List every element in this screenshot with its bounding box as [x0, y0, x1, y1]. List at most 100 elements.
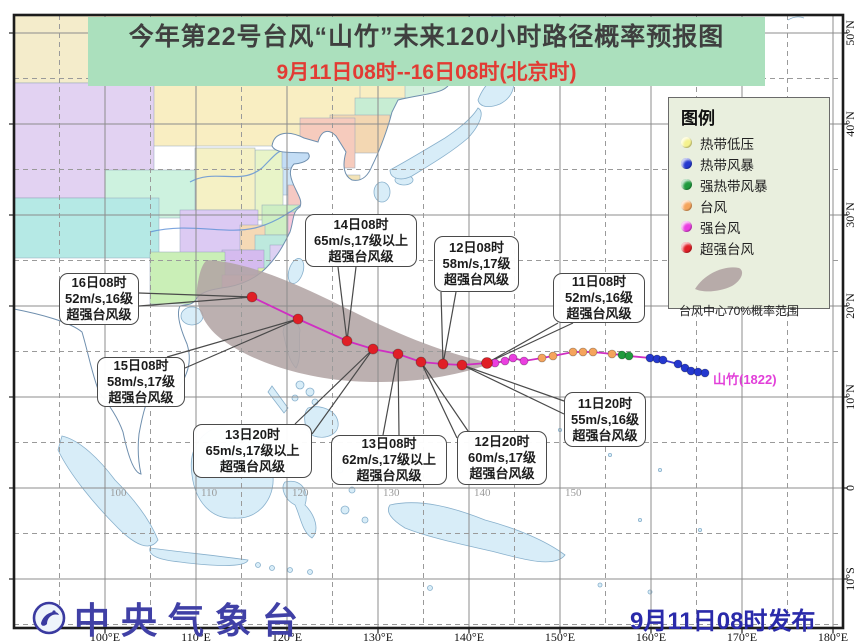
- svg-text:20°N: 20°N: [843, 293, 857, 319]
- axis-labels: 100°E 110°E 120°E 130°E 140°E 150°E 160°E 170°E…: [9, 20, 857, 644]
- legend-items: 热带低压热带风暴强热带风暴台风强台风超强台风: [679, 132, 821, 258]
- cone-caption: 台风中心70%概率范围: [679, 304, 800, 318]
- legend-category-label: 强热带风暴: [700, 178, 768, 194]
- past-track-point: [508, 353, 518, 363]
- forecast-track-point: [437, 358, 449, 370]
- forecast-track-point: [415, 356, 427, 368]
- callout-level: 超强台风级: [108, 390, 174, 405]
- cma-logo-icon: [32, 601, 66, 635]
- svg-text:140°E: 140°E: [454, 630, 484, 644]
- svg-text:150: 150: [565, 487, 582, 499]
- forecast-track-point: [292, 313, 304, 325]
- legend-category-dot-icon: [681, 221, 692, 232]
- callout-time: 12日20时: [474, 434, 530, 449]
- forecast-track-point: [246, 291, 258, 303]
- forecast-callout: 15日08时 58m/s,17级 超强台风级: [97, 357, 185, 407]
- callout-wind: 62m/s,17级以上: [342, 452, 436, 467]
- forecast-track-point: [367, 343, 379, 355]
- callout-level: 超强台风级: [443, 272, 509, 287]
- callout-time: 12日08时: [449, 240, 504, 255]
- callout-time: 13日20时: [225, 427, 280, 442]
- map-frame: [12, 13, 845, 630]
- legend-category-label: 热带低压: [700, 136, 754, 152]
- past-track-point: [658, 355, 668, 365]
- legend-item: 热带风暴: [679, 153, 821, 174]
- past-track-point: [519, 356, 529, 366]
- forecast-callout: 12日20时 60m/s,17级 超强台风级: [457, 431, 547, 485]
- issue-time: 9月11日08时发布: [630, 608, 816, 635]
- map-title: 今年第22号台风“山竹”未来120小时路径概率预报图: [128, 23, 725, 51]
- svg-text:110°E: 110°E: [181, 630, 211, 644]
- svg-text:140: 140: [474, 487, 491, 499]
- callout-time: 16日08时: [71, 275, 127, 290]
- callout-level: 超强台风级: [328, 248, 394, 264]
- callout-level: 超强台风级: [469, 466, 535, 481]
- callout-wind: 58m/s,17级: [107, 374, 175, 389]
- svg-text:100°E: 100°E: [90, 630, 120, 644]
- callout-wind: 58m/s,17级: [442, 256, 511, 271]
- past-track-point: [700, 368, 710, 378]
- past-track-point: [673, 359, 683, 369]
- forecast-callout: 13日08时 62m/s,17级以上 超强台风级: [331, 435, 447, 485]
- past-track-point: [500, 356, 510, 366]
- forecast-track-point: [481, 357, 493, 369]
- svg-text:0: 0: [843, 485, 857, 491]
- agency-branding: 中央气象台: [30, 592, 309, 644]
- title-banner: 今年第22号台风“山竹”未来120小时路径概率预报图 9月11日08时--16日…: [88, 17, 765, 86]
- legend-category-dot-icon: [681, 179, 692, 190]
- forecast-track-point: [392, 348, 404, 360]
- svg-text:120: 120: [292, 487, 309, 499]
- svg-text:130°E: 130°E: [363, 630, 393, 644]
- forecast-callout: 14日08时 65m/s,17级以上 超强台风级: [305, 214, 417, 267]
- legend-category-label: 强台风: [700, 220, 741, 236]
- callout-level: 超强台风级: [66, 307, 132, 322]
- svg-text:110: 110: [201, 487, 218, 499]
- past-track-point: [568, 347, 578, 357]
- forecast-callout: 16日08时 52m/s,16级 超强台风级: [59, 273, 139, 325]
- svg-text:100: 100: [110, 487, 127, 499]
- callout-level: 超强台风级: [572, 427, 638, 443]
- storm-name-label: 山竹(1822): [713, 372, 777, 387]
- svg-text:120°E: 120°E: [272, 630, 302, 644]
- svg-text:160°E: 160°E: [636, 630, 666, 644]
- callout-wind: 52m/s,16级: [565, 290, 633, 305]
- legend-item: 强热带风暴: [679, 174, 821, 195]
- typhoon-track: [246, 291, 710, 378]
- cone-legend-icon: [695, 267, 743, 292]
- svg-text:170°E: 170°E: [727, 630, 757, 644]
- svg-text:30°N: 30°N: [843, 202, 857, 228]
- legend-category-dot-icon: [681, 242, 692, 253]
- callout-level: 超强台风级: [219, 459, 285, 474]
- forecast-track-point: [341, 335, 353, 347]
- legend-category-label: 台风: [700, 199, 727, 215]
- legend-item: 强台风: [679, 216, 821, 237]
- callout-time: 11日20时: [577, 395, 633, 411]
- callout-wind: 60m/s,17级: [468, 450, 536, 465]
- svg-text:40°N: 40°N: [843, 111, 857, 137]
- legend-item: 热带低压: [679, 132, 821, 153]
- legend-category-label: 超强台风: [700, 241, 754, 257]
- past-track-point: [624, 351, 634, 361]
- forecast-callout: 13日20时 65m/s,17级以上 超强台风级: [193, 424, 312, 478]
- callout-wind: 52m/s,16级: [65, 291, 133, 306]
- forecast-callout: 12日08时 58m/s,17级 超强台风级: [434, 236, 519, 292]
- legend-title: 图例: [681, 109, 715, 128]
- callout-time: 15日08时: [113, 358, 169, 373]
- svg-text:130: 130: [383, 487, 400, 499]
- svg-text:50°N: 50°N: [843, 20, 857, 46]
- forecast-callout: 11日20时 55m/s,16级 超强台风级: [564, 392, 646, 447]
- forecast-callout: 11日08时 52m/s,16级 超强台风级: [553, 273, 645, 323]
- forecast-track-point: [456, 359, 468, 371]
- legend-category-dot-icon: [681, 200, 692, 211]
- callout-level: 超强台风级: [566, 306, 632, 321]
- legend-box: 图例 热带低压热带风暴强热带风暴台风强台风超强台风 台风中心70%概率范围: [668, 97, 830, 318]
- legend-category-label: 热带风暴: [700, 157, 754, 173]
- past-track-point: [588, 347, 598, 357]
- callout-wind: 65m/s,17级以上: [314, 232, 408, 248]
- past-track-point: [548, 351, 558, 361]
- callout-level: 超强台风级: [356, 468, 422, 483]
- agency-name: 中央气象台: [74, 600, 310, 641]
- legend-item: 台风: [679, 195, 821, 216]
- legend-category-dot-icon: [681, 158, 692, 169]
